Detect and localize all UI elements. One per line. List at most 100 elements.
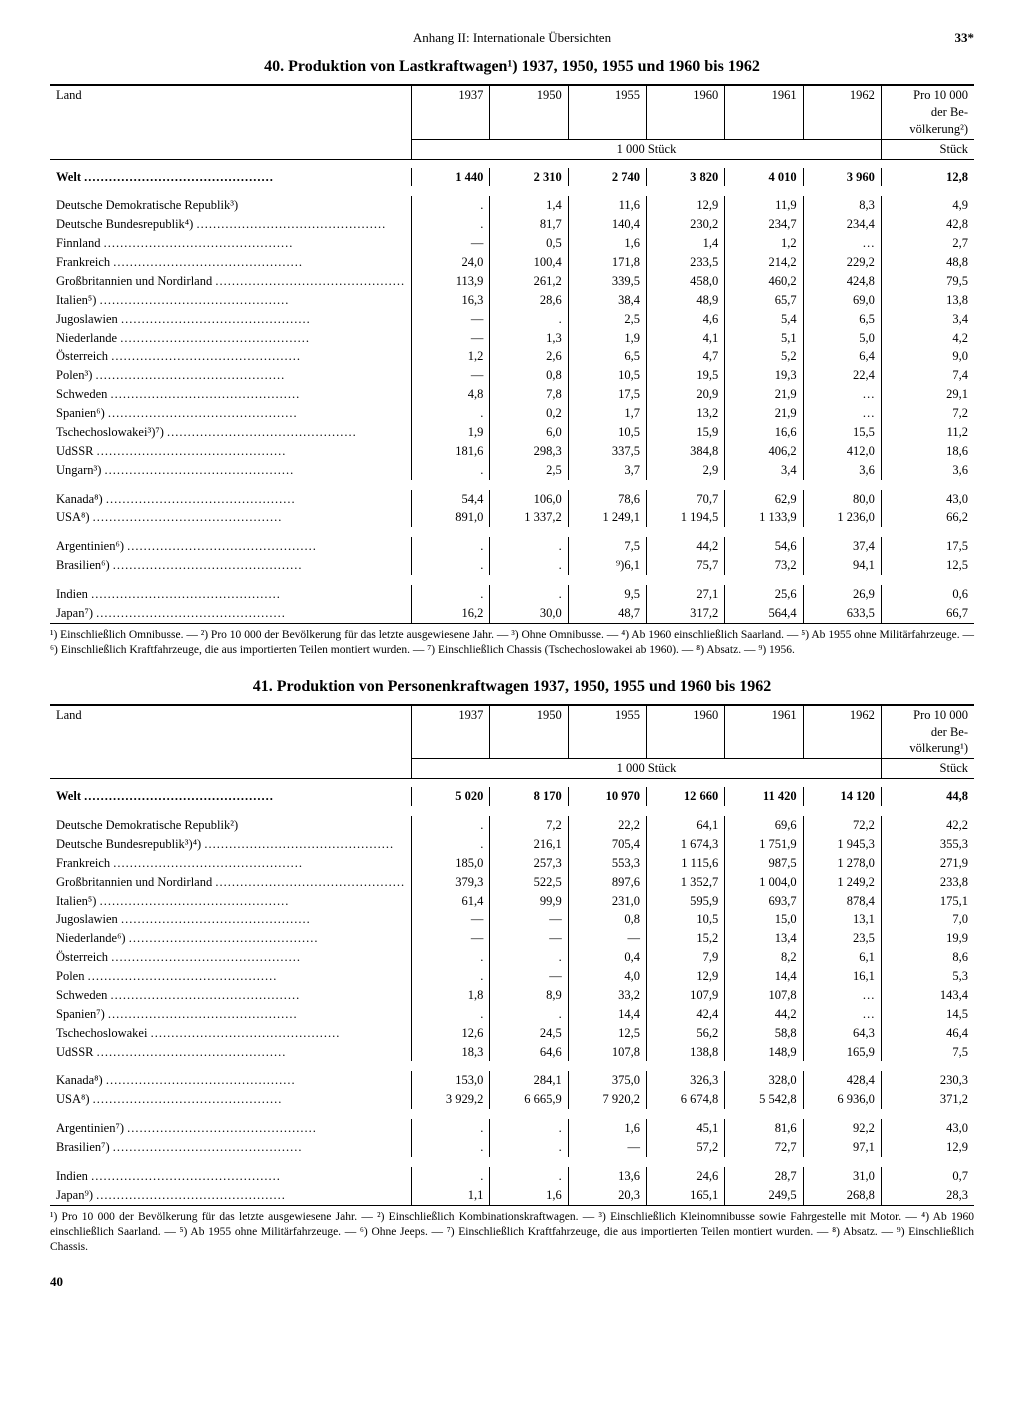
cell-value: 1,4 [646,234,724,253]
cell-value: 26,9 [803,585,881,604]
table-row: Österreich ..0,47,98,26,18,6 [50,948,974,967]
cell-value: 2,7 [881,234,974,253]
cell-value: 4,6 [646,310,724,329]
cell-value: 80,0 [803,490,881,509]
cell-value: 62,9 [725,490,803,509]
table-row: Polen³) —0,810,519,519,322,47,4 [50,366,974,385]
cell-value: 1 674,3 [646,835,724,854]
table-row: Polen .—4,012,914,416,15,3 [50,967,974,986]
cell-value: 72,7 [725,1138,803,1157]
cell-value: 2 740 [568,168,646,187]
cell-value: 337,5 [568,442,646,461]
cell-value: 595,9 [646,892,724,911]
cell-value: 21,9 [725,385,803,404]
cell-value: … [803,1005,881,1024]
cell-value: 64,6 [490,1043,568,1062]
cell-land: Schweden [50,986,412,1005]
cell-value: 57,2 [646,1138,724,1157]
table-row: Frankreich 185,0257,3553,31 115,6987,51 … [50,854,974,873]
cell-value: 18,3 [412,1043,490,1062]
cell-value: 17,5 [881,537,974,556]
cell-value: 214,2 [725,253,803,272]
table-row: Japan⁷) 16,230,048,7317,2564,4633,566,7 [50,604,974,623]
cell-value: . [490,585,568,604]
cell-value: 33,2 [568,986,646,1005]
cell-value: 15,5 [803,423,881,442]
cell-value: 6 936,0 [803,1090,881,1109]
cell-value: 7,4 [881,366,974,385]
col-year: 1961 [725,705,803,759]
table-row: Niederlande —1,31,94,15,15,04,2 [50,329,974,348]
cell-value: — [412,234,490,253]
cell-value: . [490,537,568,556]
cell-value: 1,1 [412,1186,490,1205]
cell-value: 14 120 [803,787,881,806]
cell-value: 5,1 [725,329,803,348]
cell-land: Indien [50,1167,412,1186]
cell-value: 21,9 [725,404,803,423]
cell-value: 0,4 [568,948,646,967]
cell-value: 4,1 [646,329,724,348]
cell-value: — [412,929,490,948]
cell-value: 0,8 [568,910,646,929]
cell-value: 107,9 [646,986,724,1005]
cell-value: 70,7 [646,490,724,509]
cell-value: — [412,910,490,929]
cell-value: 44,8 [881,787,974,806]
cell-value: 73,2 [725,556,803,575]
cell-value: . [490,310,568,329]
cell-value: 216,1 [490,835,568,854]
cell-value: 9,5 [568,585,646,604]
cell-value: 12,8 [881,168,974,187]
cell-value: 1 352,7 [646,873,724,892]
table-row: Spanien⁶) .0,21,713,221,9…7,2 [50,404,974,423]
cell-value: 7,5 [568,537,646,556]
cell-value: 81,7 [490,215,568,234]
cell-value: 1 945,3 [803,835,881,854]
table40-title: 40. Produktion von Lastkraftwagen¹) 1937… [50,58,974,76]
header-pagenum: 33* [914,30,974,46]
cell-value: 14,5 [881,1005,974,1024]
unit-main: 1 000 Stück [412,759,882,779]
cell-value: 56,2 [646,1024,724,1043]
cell-value: . [412,404,490,423]
cell-value: 249,5 [725,1186,803,1205]
cell-value: 12,5 [881,556,974,575]
cell-value: 17,5 [568,385,646,404]
cell-land: Großbritannien und Nordirland [50,272,412,291]
cell-value: . [412,835,490,854]
table-row: Japan⁹) 1,11,620,3165,1249,5268,828,3 [50,1186,974,1205]
cell-value: . [412,585,490,604]
cell-value: 0,8 [490,366,568,385]
cell-land: Deutsche Bundesrepublik⁴) [50,215,412,234]
cell-value: 1 236,0 [803,508,881,527]
table41: Land193719501955196019611962Pro 10 000de… [50,704,974,1206]
cell-land: Schweden [50,385,412,404]
cell-value: 75,7 [646,556,724,575]
cell-value: 233,5 [646,253,724,272]
unit-main: 1 000 Stück [412,139,882,159]
table-row: Österreich 1,22,66,54,75,26,49,0 [50,347,974,366]
cell-value: 2 310 [490,168,568,187]
cell-value: 6,0 [490,423,568,442]
col-year: 1961 [725,85,803,139]
table-row: Niederlande⁶) ———15,213,423,519,9 [50,929,974,948]
cell-value: 522,5 [490,873,568,892]
cell-value: 1 337,2 [490,508,568,527]
cell-value: 24,0 [412,253,490,272]
cell-value: 1,6 [568,234,646,253]
table-row: Schweden 1,88,933,2107,9107,8…143,4 [50,986,974,1005]
table-row: USA⁸) 3 929,26 665,97 920,26 674,85 542,… [50,1090,974,1109]
cell-value: . [490,1005,568,1024]
cell-value: 138,8 [646,1043,724,1062]
cell-value: 19,9 [881,929,974,948]
cell-value: . [412,1138,490,1157]
cell-value: 1,3 [490,329,568,348]
col-year: 1962 [803,705,881,759]
col-year: 1955 [568,85,646,139]
cell-value: . [412,1167,490,1186]
cell-value: 13,8 [881,291,974,310]
cell-land: Tschechoslowakei³)⁷) [50,423,412,442]
cell-land: Italien⁵) [50,892,412,911]
cell-land: Kanada⁸) [50,1071,412,1090]
